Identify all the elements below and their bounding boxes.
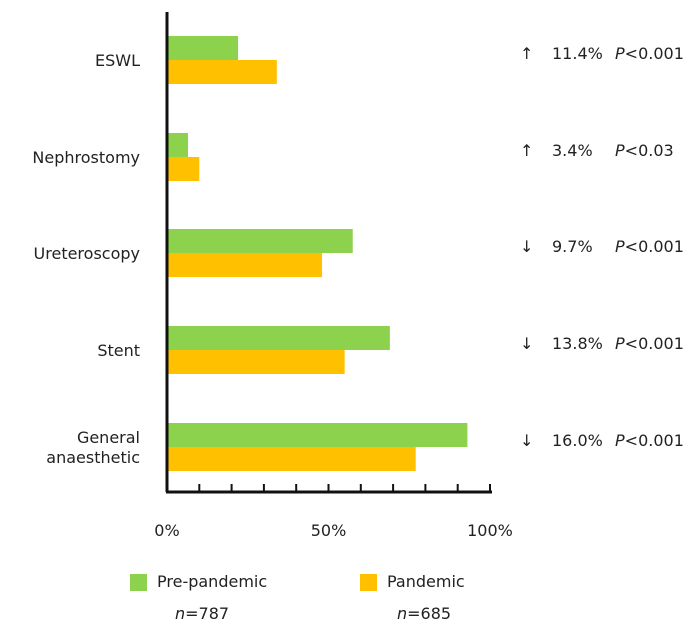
category-labels: ESWL Nephrostomy Ureteroscopy Stent General a… (32, 51, 140, 467)
bar-pandemic-ureteroscopy (167, 253, 323, 277)
change-arrow: ↑ (520, 141, 533, 160)
p-symbol: P (615, 237, 625, 256)
x-tick-label: 100% (467, 521, 513, 540)
bar-pre-pandemic-nephrostomy (167, 133, 188, 157)
p-symbol: P (615, 334, 625, 353)
category-label-line: anaesthetic (46, 448, 140, 467)
x-tick-labels: 0% 50% 100% (154, 521, 513, 540)
change-arrow: ↓ (520, 431, 533, 450)
annotation-ureteroscopy: ↓ 9.7% P<0.001 (520, 237, 684, 256)
n-value: =787 (185, 604, 230, 623)
axes (165, 12, 492, 494)
legend-label-pandemic: Pandemic (387, 572, 465, 591)
legend-n-pre-pandemic: n=787 (175, 604, 229, 624)
change-arrow: ↓ (520, 334, 533, 353)
legend-swatch-pre-pandemic (130, 574, 147, 591)
category-label-ureteroscopy: Ureteroscopy (34, 244, 140, 263)
change-percent: 9.7% (552, 237, 593, 256)
change-arrow: ↓ (520, 237, 533, 256)
annotations: ↑ 11.4% P<0.001↑ 3.4% P<0.03↓ 9.7% P<0.001↓ 13.… (520, 44, 684, 450)
bar-group (167, 36, 468, 471)
n-symbol: n (397, 604, 408, 623)
p-symbol: P (615, 44, 625, 63)
change-percent: 11.4% (552, 44, 603, 63)
change-percent: 13.8% (552, 334, 603, 353)
n-symbol: n (175, 604, 186, 623)
bar-pandemic-nephrostomy (167, 157, 200, 181)
bar-pre-pandemic-ureteroscopy (167, 229, 353, 253)
bar-pre-pandemic-general-anaesthetic (167, 423, 468, 447)
bar-pandemic-general-anaesthetic (167, 447, 416, 471)
annotation-stent: ↓ 13.8% P<0.001 (520, 334, 684, 353)
x-tick-label: 0% (154, 521, 179, 540)
change-percent: 3.4% (552, 141, 593, 160)
category-label-line: Ureteroscopy (34, 244, 140, 263)
legend-label-pre-pandemic: Pre-pandemic (157, 572, 268, 591)
annotation-nephrostomy: ↑ 3.4% P<0.03 (520, 141, 674, 160)
p-value: <0.001 (625, 44, 684, 63)
category-label-line: Stent (97, 341, 140, 360)
annotation-general-anaesthetic: ↓ 16.0% P<0.001 (520, 431, 684, 450)
category-label-line: ESWL (95, 51, 140, 70)
p-value: <0.001 (625, 334, 684, 353)
change-percent: 16.0% (552, 431, 603, 450)
annotation-eswl: ↑ 11.4% P<0.001 (520, 44, 684, 63)
category-label-eswl: ESWL (95, 51, 140, 70)
category-label-nephrostomy: Nephrostomy (32, 148, 140, 167)
category-label-stent: Stent (97, 341, 140, 360)
x-tick-label: 50% (311, 521, 347, 540)
bar-pre-pandemic-eswl (167, 36, 239, 60)
category-label-general-anaesthetic: General anaesthetic (46, 428, 140, 467)
category-label-line: General (77, 428, 140, 447)
legend-n-pandemic: n=685 (397, 604, 451, 624)
p-symbol: P (615, 141, 625, 160)
bar-pre-pandemic-stent (167, 326, 390, 350)
p-value: <0.001 (625, 431, 684, 450)
n-value: =685 (407, 604, 452, 623)
p-value: <0.001 (625, 237, 684, 256)
bar-pandemic-stent (167, 350, 345, 374)
category-label-line: Nephrostomy (32, 148, 140, 167)
change-arrow: ↑ (520, 44, 533, 63)
p-value: <0.03 (625, 141, 674, 160)
p-symbol: P (615, 431, 625, 450)
legend-swatch-pandemic (360, 574, 377, 591)
bar-pandemic-eswl (167, 60, 277, 84)
